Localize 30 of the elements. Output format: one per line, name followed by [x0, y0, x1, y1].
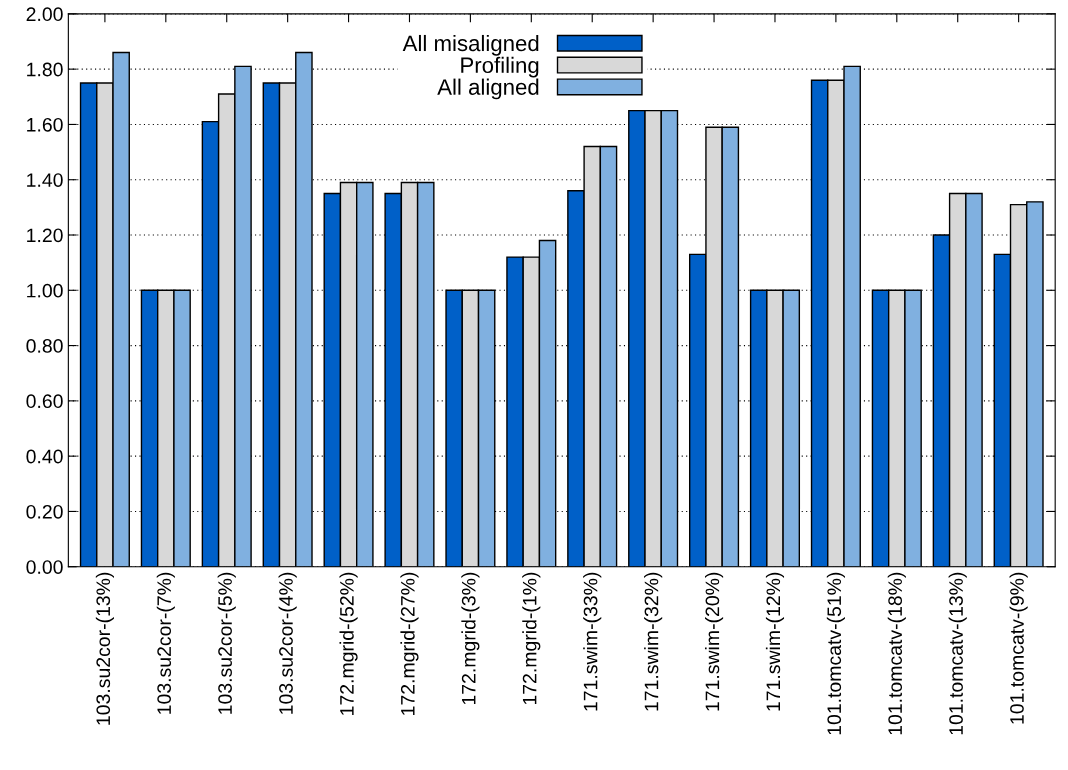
- y-tick-label: 1.60: [27, 117, 63, 132]
- x-tick-label: 172.mgrid-(52%): [339, 572, 358, 715]
- x-tick-label: 171.swim-(12%): [765, 572, 785, 711]
- legend-label: All misaligned: [402, 34, 539, 56]
- x-tick-label: 172.mgrid-(1%): [522, 572, 541, 705]
- x-tick-label: 171.swim-(20%): [704, 572, 724, 711]
- x-tick-label: 171.swim-(32%): [644, 572, 663, 711]
- x-tick-label: 101.tomcatv-(13%): [948, 572, 967, 735]
- legend-label: Profiling: [461, 56, 539, 78]
- y-tick-label: 1.80: [27, 62, 63, 77]
- y-tick-label: 0.20: [26, 504, 63, 519]
- x-tick-label: 172.mgrid-(27%): [400, 572, 419, 715]
- y-tick-label: 0.60: [26, 394, 63, 409]
- y-tick-label: 0.40: [26, 449, 63, 464]
- y-tick-label: 1.00: [27, 283, 63, 298]
- x-tick-label: 103.su2cor-(7%): [156, 572, 175, 714]
- y-tick-label: 0.80: [26, 339, 63, 353]
- x-tick-label: 103.su2cor-(5%): [217, 572, 236, 714]
- x-tick-label: 101.tomcatv-(18%): [887, 572, 906, 735]
- x-tick-label: 101.tomcatv-(9%): [1009, 572, 1028, 724]
- x-tick-label: 171.swim-(33%): [583, 572, 602, 711]
- legend-label: All aligned: [437, 78, 539, 100]
- x-tick-label: 103.su2cor-(13%): [95, 572, 114, 725]
- x-tick-label: 103.su2cor-(4%): [278, 572, 297, 714]
- y-tick-label: 1.40: [27, 173, 63, 187]
- y-tick-label: 1.20: [27, 228, 63, 243]
- y-tick-label: 2.00: [26, 7, 63, 22]
- y-tick-label: 0.00: [26, 560, 63, 574]
- x-tick-label: 101.tomcatv-(51%): [826, 572, 845, 735]
- x-tick-label: 172.mgrid-(3%): [461, 572, 480, 705]
